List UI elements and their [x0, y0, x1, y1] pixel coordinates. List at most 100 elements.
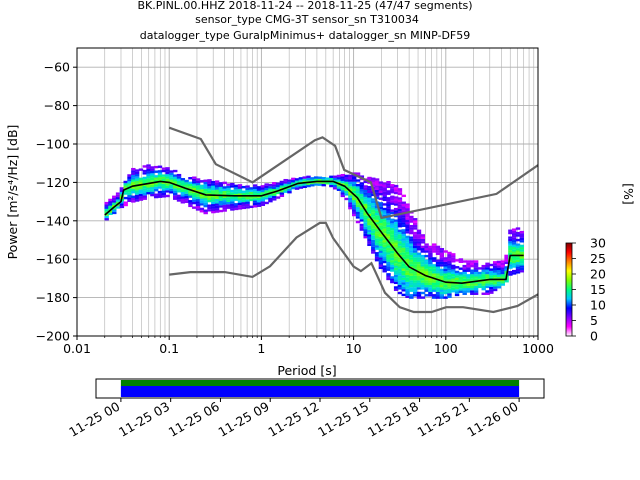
- heatmap-cell: [264, 197, 269, 200]
- heatmap-cell: [519, 237, 525, 241]
- heatmap-cell: [405, 208, 410, 211]
- heatmap-cell: [252, 202, 258, 206]
- noise-models: [168, 126, 538, 314]
- heatmap-cell: [222, 190, 227, 194]
- heatmap-cell: [447, 284, 452, 287]
- heatmap-cell: [367, 192, 372, 196]
- heatmap-cell: [412, 250, 418, 253]
- heatmap-cell: [222, 193, 227, 196]
- heatmap-cell: [428, 259, 433, 262]
- heatmap-cell: [283, 183, 288, 186]
- heatmap-cell: [439, 296, 445, 299]
- heatmap-cell: [336, 188, 342, 191]
- heatmap-cell: [352, 181, 357, 184]
- heatmap-cell: [180, 187, 186, 190]
- heatmap-cell: [454, 286, 460, 290]
- heatmap-cell: [104, 211, 109, 214]
- heatmap-cell: [378, 241, 384, 244]
- heatmap-cell: [473, 267, 479, 270]
- heatmap-cell: [393, 286, 399, 289]
- heatmap-cell: [378, 225, 384, 228]
- heatmap-cell: [511, 272, 517, 275]
- heatmap-cell: [233, 198, 239, 201]
- heatmap-cell: [519, 249, 525, 252]
- heatmap-cell: [416, 234, 422, 237]
- heatmap-cell: [241, 185, 246, 189]
- heatmap-cell: [412, 224, 418, 228]
- heatmap-cell: [519, 251, 525, 255]
- colorbar-tick-label: 30: [590, 236, 606, 251]
- heatmap-cell: [397, 215, 403, 219]
- heatmap-cell: [409, 243, 414, 246]
- heatmap-cell: [447, 279, 452, 282]
- heatmap-cell: [428, 287, 433, 290]
- heatmap-cell: [390, 225, 395, 228]
- heatmap-cell: [500, 264, 505, 268]
- heatmap-cell: [443, 296, 448, 299]
- heatmap-cell: [416, 291, 422, 295]
- heatmap-cell: [104, 201, 109, 205]
- heatmap-cell: [367, 222, 372, 226]
- noise-model-low: [169, 221, 538, 314]
- heatmap-cell: [180, 194, 186, 197]
- heatmap-cell: [313, 183, 319, 186]
- heatmap-cell: [447, 272, 452, 275]
- heatmap-cell: [485, 262, 490, 266]
- heatmap-cell: [397, 188, 403, 191]
- heatmap-cell: [237, 195, 243, 199]
- heatmap-cell: [424, 277, 429, 281]
- heatmap-cell: [245, 196, 250, 200]
- heatmap-cell: [104, 213, 109, 216]
- heatmap-cell: [382, 210, 387, 213]
- heatmap-cell: [195, 203, 201, 207]
- heatmap-cell: [302, 185, 307, 189]
- heatmap-cell: [378, 206, 384, 210]
- heatmap-cell: [180, 191, 186, 195]
- heatmap-cell: [416, 243, 422, 246]
- heatmap-cell: [492, 286, 498, 289]
- heatmap-cell: [173, 197, 178, 200]
- heatmap-cell: [207, 199, 212, 203]
- heatmap-cell: [401, 217, 406, 221]
- heatmap-cell: [340, 187, 346, 191]
- heatmap-cell: [390, 267, 395, 270]
- heatmap-cell: [169, 177, 174, 180]
- heatmap-cell: [492, 279, 498, 282]
- heatmap-cell: [359, 212, 365, 215]
- heatmap-cell: [428, 289, 433, 292]
- colorbar-tick-label: 0: [590, 329, 598, 344]
- heatmap-cell: [115, 199, 121, 202]
- heatmap-cell: [466, 287, 471, 291]
- heatmap-cell: [390, 186, 395, 189]
- heatmap-cell: [195, 199, 201, 202]
- heatmap-cell: [211, 190, 216, 193]
- heatmap-cell: [340, 183, 346, 186]
- heatmap-cell: [252, 186, 258, 190]
- heatmap-cell: [367, 199, 372, 203]
- heatmap-cell: [138, 189, 144, 192]
- heatmap-cell: [492, 268, 498, 271]
- heatmap-cell: [412, 220, 418, 223]
- heatmap-cell: [352, 188, 357, 191]
- heatmap-cell: [348, 179, 353, 182]
- heatmap-cell: [458, 276, 464, 280]
- heatmap-cell: [405, 238, 410, 241]
- heatmap-cell: [131, 190, 136, 194]
- heatmap-cell: [260, 185, 266, 188]
- heatmap-cell: [401, 201, 406, 204]
- heatmap-cell: [363, 206, 368, 209]
- heatmap-cell: [485, 292, 490, 295]
- heatmap-cell: [359, 226, 365, 229]
- heatmap-cell: [458, 279, 464, 282]
- heatmap-cell: [496, 267, 502, 271]
- heatmap-cell: [416, 257, 422, 260]
- heatmap-cell: [291, 179, 296, 183]
- heatmap-cell: [165, 178, 170, 182]
- heatmap-cell: [504, 268, 509, 271]
- heatmap-cell: [412, 261, 418, 265]
- heatmap-cell: [344, 193, 349, 196]
- heatmap-cell: [226, 188, 231, 191]
- heatmap-cell: [340, 190, 346, 193]
- heatmap-cell: [519, 267, 525, 271]
- heatmap-cell: [481, 267, 486, 270]
